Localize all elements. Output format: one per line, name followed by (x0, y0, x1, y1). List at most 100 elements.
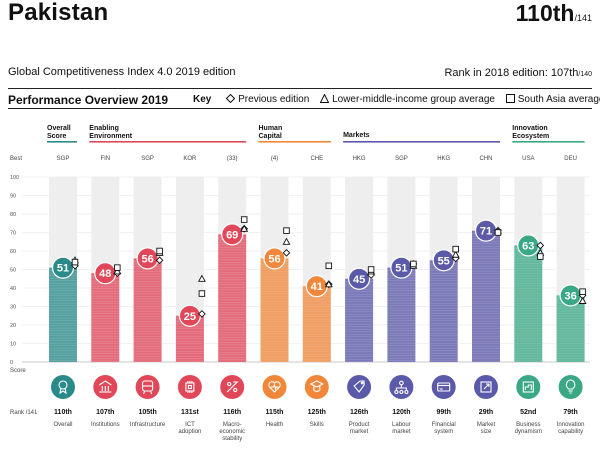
heartbeat-icon-part (268, 381, 281, 393)
marker-previous-2 (155, 256, 164, 265)
group-label-1: Environment (89, 133, 132, 140)
score-bubble-7 (348, 267, 371, 290)
best-label-12: DEU (564, 156, 577, 162)
growth-icon-part (524, 384, 532, 390)
pillar-icon-bg-9 (431, 375, 456, 399)
medal-icon (58, 380, 68, 395)
rank-2018: Rank in 2018 edition: 107th/140 (444, 67, 592, 79)
score-label-2: 56 (141, 253, 153, 265)
score-bubble-4 (221, 223, 244, 246)
rank-label-8: 120th (392, 409, 410, 416)
rank-value: 110th (515, 0, 575, 26)
percent-icon-part (227, 381, 232, 387)
rank-label-12: 79th (563, 409, 577, 416)
category-label-3: adoption (178, 429, 201, 435)
heartbeat-icon-part (270, 383, 279, 391)
marker-region-avg-9 (452, 245, 459, 253)
pillar-icon-bg-0 (51, 375, 75, 399)
institution-icon-part (98, 380, 112, 386)
legend-region-average: South Asia average (505, 94, 600, 105)
group-label-4: Ecosystem (512, 133, 549, 140)
best-label-7: HKG (353, 156, 366, 162)
marker-group-avg-12 (578, 296, 587, 304)
growth-icon (522, 381, 534, 393)
best-label-1: FIN (100, 156, 110, 162)
category-label-7: market (350, 429, 369, 435)
best-label-9: HKG (437, 156, 450, 162)
credit-card-icon (437, 382, 451, 392)
infrastructure-icon (142, 380, 154, 395)
legend-previous: Previous edition (226, 94, 312, 105)
score-label-7: 45 (353, 274, 365, 286)
best-label-4: (33) (227, 156, 238, 162)
rank-of: /141 (574, 13, 592, 23)
org-chart-icon-part (404, 389, 409, 395)
y-tick-70: 70 (10, 231, 16, 237)
rank-label-5: 115th (266, 409, 284, 416)
expand-icon-part (483, 383, 490, 390)
rank-axis-label: Rank /141 (10, 410, 38, 416)
group-label-4: Innovation (512, 125, 547, 132)
legend-previous-label: Previous edition (238, 94, 310, 105)
best-label-2: SGP (141, 156, 154, 162)
percent-icon-part (226, 381, 239, 393)
category-label-11: Business (516, 422, 540, 428)
best-label-5: (4) (271, 156, 278, 162)
score-label-0: 51 (57, 263, 69, 275)
category-label-10: size (481, 429, 492, 435)
legend-region-label: South Asia average (517, 94, 600, 105)
marker-group-avg-4 (240, 224, 249, 232)
bar-12 (556, 295, 585, 362)
marker-region-avg-2 (156, 247, 163, 255)
square-icon (505, 94, 515, 103)
edition-label: Global Competitiveness Index 4.0 2019 ed… (8, 66, 236, 78)
score-label-10: 71 (480, 226, 492, 238)
bar-1 (91, 273, 120, 362)
category-label-0: Overall (53, 422, 72, 428)
score-label-11: 63 (522, 240, 534, 252)
marker-group-avg-5 (282, 237, 291, 245)
infrastructure-icon-part (143, 390, 146, 395)
marker-region-avg-3 (198, 290, 206, 297)
rank-label-0: 110th (54, 409, 72, 416)
category-label-8: market (392, 429, 411, 435)
category-label-5: Health (266, 422, 283, 428)
rank-label-11: 52nd (520, 409, 536, 416)
marker-group-avg-6 (324, 280, 333, 288)
graduation-icon (309, 380, 325, 393)
category-label-10: Market (477, 422, 496, 428)
bar-8 (387, 267, 416, 362)
category-label-1: Institutions (91, 422, 120, 428)
infrastructure-icon-part (150, 390, 153, 395)
y-tick-0: 0 (10, 360, 13, 366)
tag-icon-part (353, 380, 365, 393)
rank-label-6: 125th (308, 409, 326, 416)
marker-previous-3 (198, 310, 206, 318)
bar-0 (49, 267, 77, 362)
growth-icon-part (522, 381, 534, 393)
group-label-1: Enabling (89, 125, 119, 132)
marker-group-avg-1 (113, 267, 122, 275)
group-rule-0 (47, 141, 77, 143)
marker-region-avg-7 (367, 266, 375, 273)
bar-5 (260, 258, 289, 362)
marker-region-avg-11 (537, 253, 544, 260)
legend-key: Key (193, 94, 212, 105)
group-label-2: Capital (259, 133, 282, 140)
score-label-6: 41 (311, 281, 323, 293)
group-label-0: Overall (47, 125, 71, 132)
graduation-icon-part (313, 386, 321, 393)
rank-label-7: 126th (350, 409, 368, 416)
rank-label-4: 116th (223, 409, 241, 416)
tag-icon-part (360, 381, 364, 385)
best-label-8: SGP (395, 156, 408, 162)
marker-group-avg-9 (451, 250, 460, 258)
y-tick-10: 10 (10, 342, 16, 348)
marker-region-avg-8 (410, 260, 417, 268)
org-chart-icon-part (394, 389, 399, 395)
marker-previous-5 (282, 249, 291, 257)
group-label-3: Markets (343, 132, 370, 139)
bar-7 (345, 278, 374, 362)
best-label-3: KOR (183, 156, 197, 162)
